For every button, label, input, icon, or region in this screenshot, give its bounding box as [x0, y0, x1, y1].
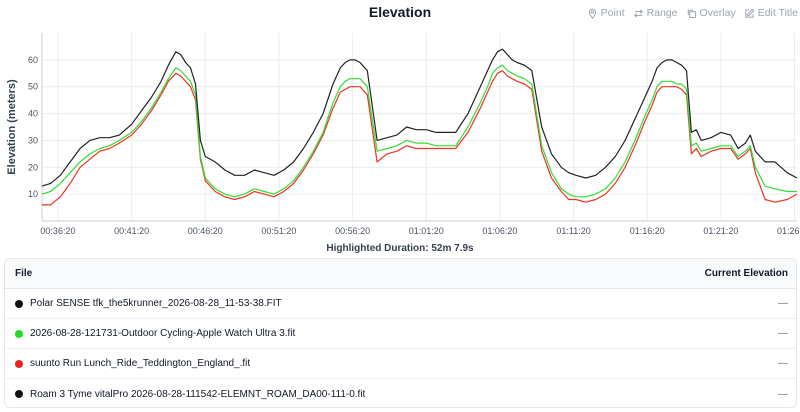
elevation-chart-card: 10 20 30 40 50 60 00:36:20 00:41:20 00:46:20 00:5…	[0, 0, 800, 258]
table-header: File Current Elevation	[5, 259, 796, 289]
file-name: 2026-08-28-121731-Outdoor Cycling-Apple …	[30, 328, 296, 339]
range-tool-label: Range	[646, 7, 678, 19]
x-tick-label: 01:01:20	[409, 226, 444, 236]
series-color-dot	[15, 329, 23, 338]
point-tool-label: Point	[600, 7, 625, 19]
series-line-2	[42, 70, 798, 206]
x-tick-label: 00:56:20	[335, 226, 370, 236]
current-elevation-value: —	[778, 328, 788, 339]
overlay-tool-button[interactable]: Overlay	[686, 7, 736, 19]
elevation-chart[interactable]: 10 20 30 40 50 60 00:36:20 00:41:20 00:46:20 00:5…	[0, 0, 800, 258]
file-name: suunto Run Lunch_Ride_Teddington_England…	[30, 358, 251, 369]
copy-icon	[687, 9, 696, 18]
table-row[interactable]: Roam 3 Tyme vitalPro 2026-08-28-111542-E…	[5, 379, 796, 407]
current-elevation-value: —	[778, 298, 788, 309]
current-elevation-value: —	[778, 358, 788, 369]
edit-title-label: Edit Title	[757, 7, 798, 19]
y-tick-label: 30	[28, 135, 38, 145]
edit-pencil-icon	[745, 8, 755, 18]
table-row[interactable]: suunto Run Lunch_Ride_Teddington_England…	[5, 349, 796, 379]
series-color-dot	[15, 299, 23, 308]
file-name: Roam 3 Tyme vitalPro 2026-08-28-111542-E…	[30, 388, 366, 400]
highlighted-duration: Highlighted Duration: 52m 7.9s	[326, 243, 474, 254]
chart-toolbar: Point Range Overlay Edit Title	[587, 7, 798, 19]
y-axis-title: Elevation (meters)	[6, 79, 18, 175]
x-tick-label: 01:26:20	[777, 226, 800, 236]
x-tick-label: 00:51:20	[261, 226, 296, 236]
x-tick-label: 00:36:20	[40, 226, 75, 236]
y-tick-label: 40	[28, 109, 38, 119]
point-tool-button[interactable]: Point	[587, 7, 625, 19]
table-row[interactable]: 2026-08-28-121731-Outdoor Cycling-Apple …	[5, 319, 796, 349]
x-tick-label: 01:11:20	[556, 226, 590, 236]
x-tick-label: 01:21:20	[703, 226, 738, 236]
header-file: File	[15, 268, 33, 279]
arrows-left-right-icon	[633, 8, 643, 18]
overlay-tool-label: Overlay	[699, 7, 736, 19]
edit-title-button[interactable]: Edit Title	[744, 7, 798, 19]
x-tick-label: 00:46:20	[188, 226, 223, 236]
series-line-1	[41, 64, 797, 198]
chart-title: Elevation	[368, 4, 432, 20]
header-current-elevation: Current Elevation	[704, 268, 788, 279]
y-tick-label: 20	[28, 162, 38, 172]
file-name: Polar SENSE tfk_the5krunner_2026-08-28_1…	[30, 298, 282, 309]
x-tick-label: 01:16:20	[630, 226, 665, 236]
current-elevation-value: —	[778, 388, 788, 400]
range-tool-button[interactable]: Range	[633, 7, 678, 19]
series-line-0	[41, 48, 798, 187]
map-pin-icon	[588, 8, 596, 19]
y-tick-label: 10	[28, 189, 38, 199]
series-color-dot	[15, 359, 23, 368]
x-tick-label: 00:41:20	[114, 226, 149, 236]
table-row[interactable]: Polar SENSE tfk_the5krunner_2026-08-28_1…	[5, 289, 796, 319]
x-tick-label: 01:06:20	[482, 226, 517, 236]
series-color-dot	[15, 390, 23, 398]
files-table: File Current Elevation Polar SENSE tfk_t…	[4, 258, 797, 408]
y-tick-label: 50	[28, 82, 38, 92]
y-tick-label: 60	[28, 55, 38, 65]
